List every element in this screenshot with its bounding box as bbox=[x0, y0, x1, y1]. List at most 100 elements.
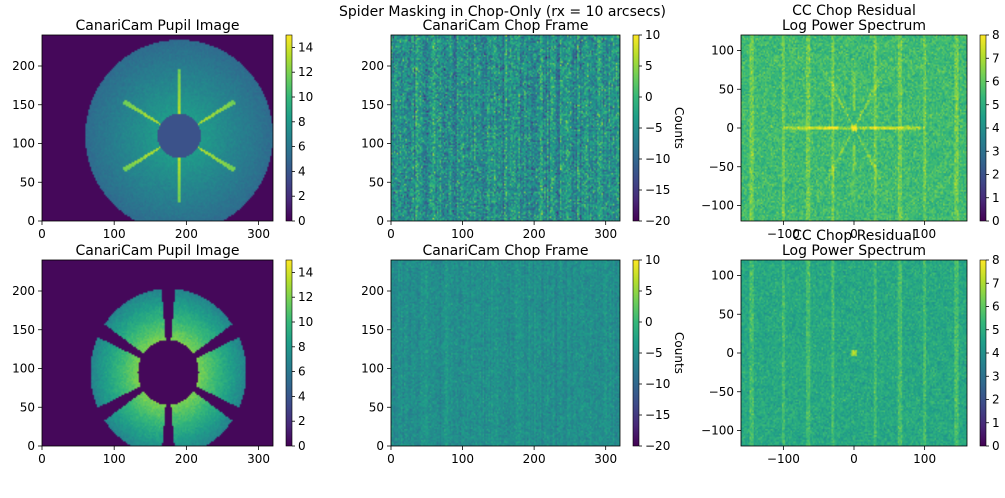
x-tick-label: 100 bbox=[451, 452, 474, 466]
y-tick-label: 50 bbox=[20, 175, 35, 189]
panel-title: CanariCam Pupil Image bbox=[76, 18, 240, 34]
colorbar-tick-label: 4 bbox=[992, 346, 1000, 360]
y-tick-label: 100 bbox=[361, 137, 384, 151]
x-tick-label: 100 bbox=[451, 227, 474, 241]
x-tick-label: 100 bbox=[103, 452, 126, 466]
y-tick-label: 100 bbox=[711, 44, 734, 58]
y-tick-label: 0 bbox=[376, 214, 384, 228]
colorbar-tick-label: 0 bbox=[992, 439, 1000, 453]
colorbar-tick-label: 0 bbox=[645, 90, 653, 104]
colorbar-tick-label: 6 bbox=[298, 140, 306, 154]
colorbar-tick-label: −15 bbox=[645, 183, 670, 197]
y-tick-label: 150 bbox=[12, 323, 35, 337]
y-tick-label: 200 bbox=[12, 59, 35, 73]
heatmap-image bbox=[741, 35, 967, 221]
colorbar-tick-label: 6 bbox=[298, 365, 306, 379]
y-tick-label: 0 bbox=[376, 439, 384, 453]
colorbar-tick-label: 6 bbox=[992, 75, 1000, 89]
panel-title: Log Power Spectrum bbox=[782, 18, 926, 34]
y-tick-label: 50 bbox=[719, 307, 734, 321]
colorbar-tick-label: 8 bbox=[298, 340, 306, 354]
x-tick-label: 0 bbox=[850, 452, 858, 466]
x-tick-label: 100 bbox=[103, 227, 126, 241]
y-tick-label: 100 bbox=[361, 362, 384, 376]
colorbar-tick-label: 8 bbox=[992, 28, 1000, 42]
y-tick-label: 50 bbox=[719, 82, 734, 96]
panel-title: CanariCam Chop Frame bbox=[422, 243, 588, 259]
colorbar-tick-label: 0 bbox=[645, 315, 653, 329]
x-tick-label: 0 bbox=[387, 452, 395, 466]
colorbar-tick-label: 12 bbox=[298, 65, 313, 79]
colorbar-tick-label: 5 bbox=[992, 323, 1000, 337]
x-tick-label: 200 bbox=[175, 227, 198, 241]
colorbar-tick-label: 12 bbox=[298, 290, 313, 304]
colorbar bbox=[632, 34, 640, 222]
y-tick-label: 100 bbox=[12, 137, 35, 151]
colorbar-tick-label: 5 bbox=[992, 98, 1000, 112]
colorbar-tick-label: 2 bbox=[992, 168, 1000, 182]
x-tick-label: 300 bbox=[247, 452, 270, 466]
colorbar-label: Counts bbox=[672, 332, 686, 374]
colorbar-tick-label: 2 bbox=[298, 414, 306, 428]
colorbar-tick-label: −10 bbox=[645, 152, 670, 166]
colorbar-tick-label: 10 bbox=[645, 253, 660, 267]
colorbar-tick-label: 7 bbox=[992, 276, 1000, 290]
colorbar-tick-label: 3 bbox=[992, 369, 1000, 383]
x-tick-label: 0 bbox=[38, 452, 46, 466]
colorbar-tick-label: 5 bbox=[645, 59, 653, 73]
x-tick-label: 100 bbox=[913, 227, 936, 241]
heatmap-image bbox=[741, 260, 967, 446]
heatmap-image bbox=[42, 35, 273, 221]
y-tick-label: 150 bbox=[361, 323, 384, 337]
colorbar-tick-label: −10 bbox=[645, 377, 670, 391]
colorbar-tick-label: 8 bbox=[992, 253, 1000, 267]
y-tick-label: 100 bbox=[711, 269, 734, 283]
colorbar bbox=[285, 259, 293, 447]
colorbar-tick-label: 10 bbox=[645, 28, 660, 42]
x-tick-label: 0 bbox=[850, 227, 858, 241]
colorbar-tick-label: −15 bbox=[645, 408, 670, 422]
x-tick-label: 200 bbox=[175, 452, 198, 466]
heatmap-image bbox=[391, 35, 620, 221]
y-tick-label: 50 bbox=[369, 400, 384, 414]
colorbar bbox=[285, 34, 293, 222]
colorbar-tick-label: 0 bbox=[298, 439, 306, 453]
colorbar bbox=[979, 259, 987, 447]
colorbar-tick-label: 10 bbox=[298, 90, 313, 104]
x-tick-label: 0 bbox=[38, 227, 46, 241]
figure-suptitle: Spider Masking in Chop-Only (rx = 10 arc… bbox=[339, 4, 666, 20]
colorbar-tick-label: 6 bbox=[992, 300, 1000, 314]
y-tick-label: −100 bbox=[701, 424, 734, 438]
x-tick-label: 300 bbox=[594, 227, 617, 241]
plot-frame bbox=[41, 259, 274, 447]
panel-title: CanariCam Chop Frame bbox=[422, 18, 588, 34]
y-tick-label: 50 bbox=[20, 400, 35, 414]
x-tick-label: −100 bbox=[767, 227, 800, 241]
x-tick-label: 300 bbox=[247, 227, 270, 241]
colorbar bbox=[979, 34, 987, 222]
colorbar-tick-label: 0 bbox=[992, 214, 1000, 228]
y-tick-label: 0 bbox=[27, 439, 35, 453]
plot-frame bbox=[390, 34, 621, 222]
panel-title: CC Chop Residual bbox=[792, 3, 916, 19]
panel-title: Log Power Spectrum bbox=[782, 243, 926, 259]
colorbar-tick-label: 4 bbox=[992, 121, 1000, 135]
y-tick-label: 0 bbox=[726, 346, 734, 360]
y-tick-label: 200 bbox=[361, 284, 384, 298]
y-tick-label: −50 bbox=[709, 160, 734, 174]
heatmap-image bbox=[391, 260, 620, 446]
colorbar-tick-label: 4 bbox=[298, 389, 306, 403]
plot-frame bbox=[41, 34, 274, 222]
y-tick-label: 50 bbox=[369, 175, 384, 189]
colorbar-tick-label: 14 bbox=[298, 265, 313, 279]
y-tick-label: 150 bbox=[12, 98, 35, 112]
colorbar-tick-label: 2 bbox=[992, 393, 1000, 407]
colorbar-tick-label: 10 bbox=[298, 315, 313, 329]
